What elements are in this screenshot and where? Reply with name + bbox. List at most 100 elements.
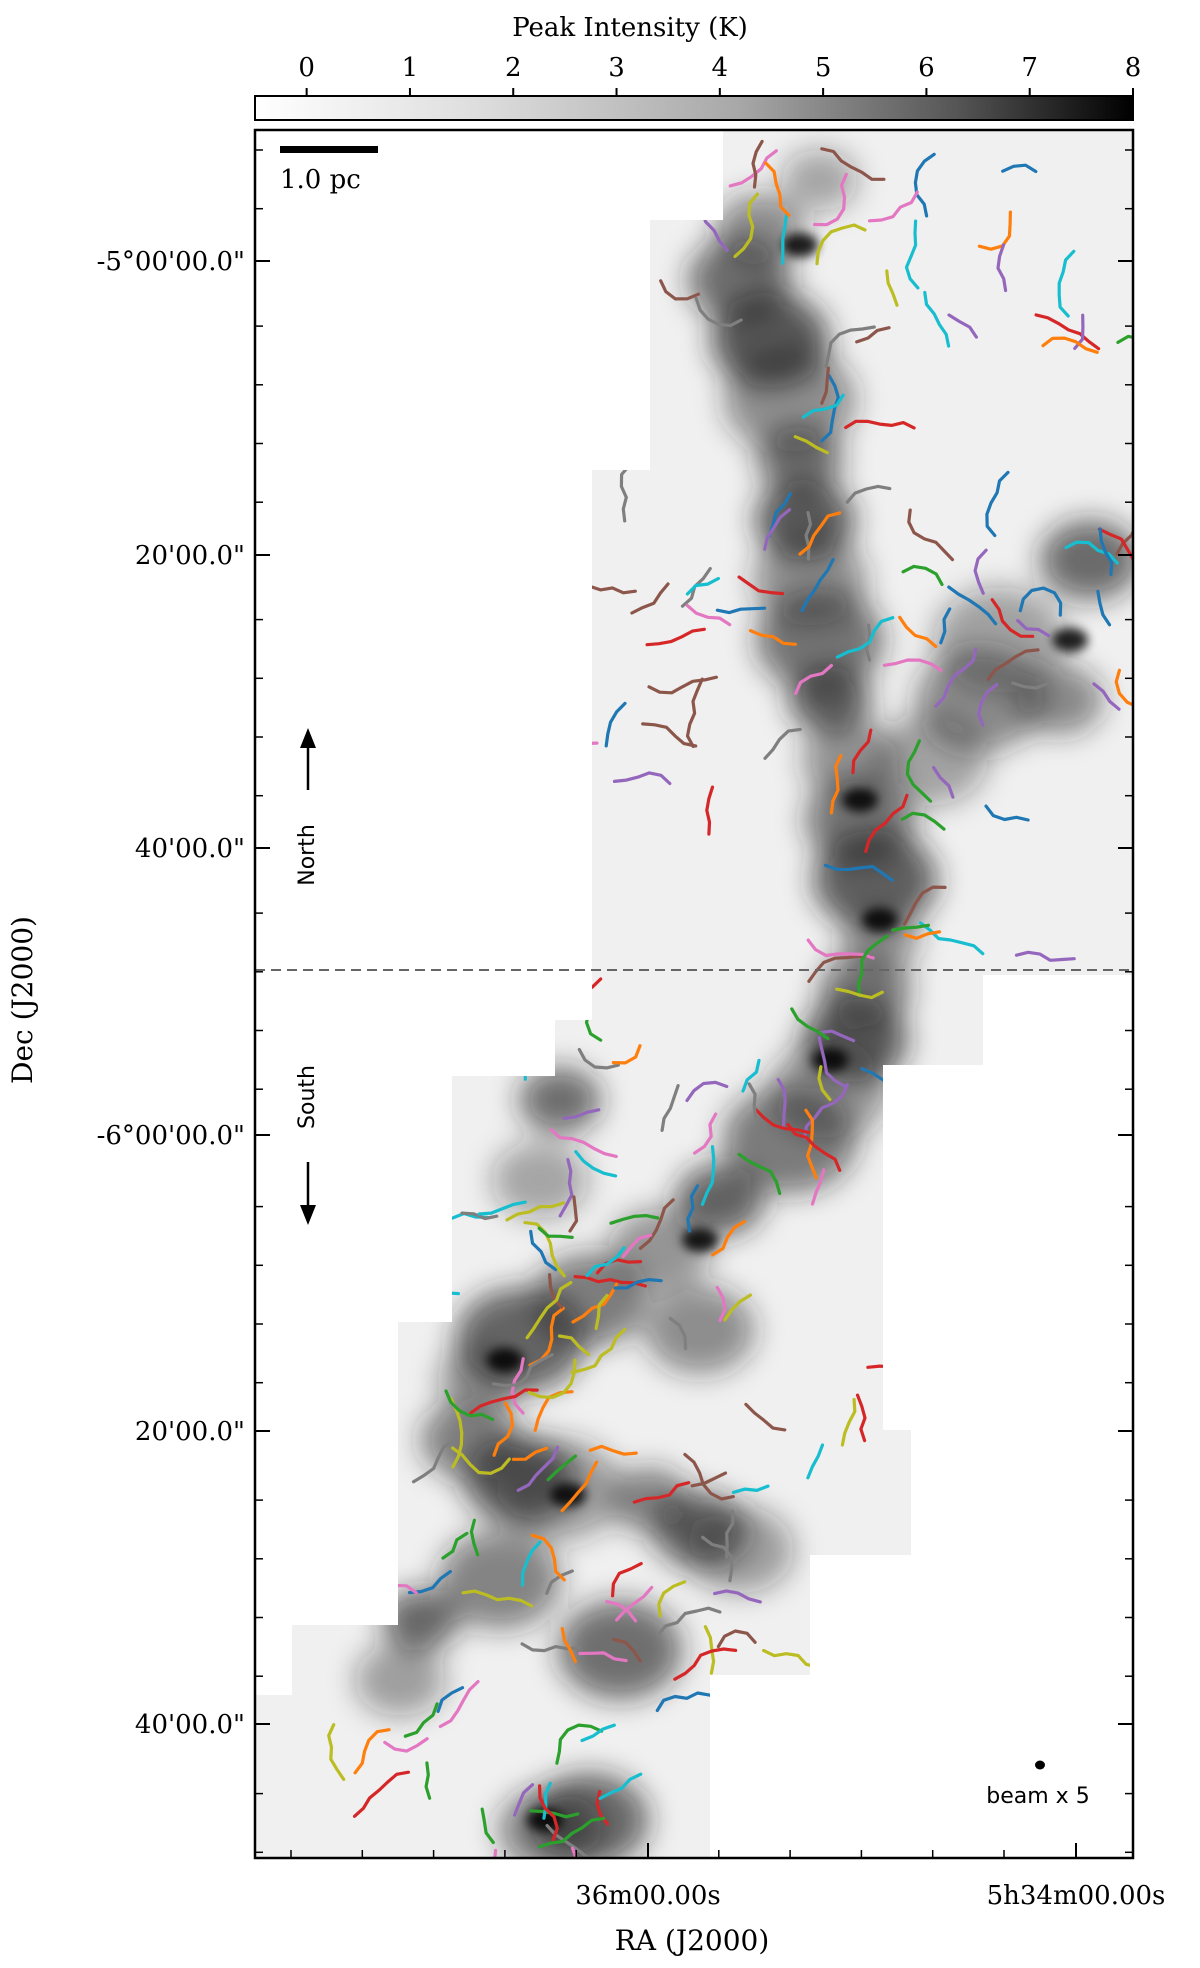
filament-segment	[990, 598, 1035, 638]
filament-segment	[764, 161, 791, 217]
filament-segment	[977, 210, 1012, 251]
filament-segment	[611, 1562, 643, 1598]
filament-segment	[744, 1402, 787, 1432]
colorbar-gradient	[254, 95, 1134, 121]
filament-segment	[823, 863, 894, 882]
emission-clump	[686, 1506, 794, 1594]
filament-segment	[659, 279, 700, 301]
filament-segment	[1018, 586, 1063, 617]
filament-segment	[441, 1531, 469, 1560]
filament-segment	[807, 954, 873, 983]
colorbar-tick-label: 5	[815, 53, 832, 83]
filament-segment	[632, 1481, 691, 1504]
beam-ellipse-icon	[1035, 1760, 1045, 1770]
filament-segment	[1142, 597, 1171, 614]
south-annotation: South	[295, 1065, 320, 1225]
filament-segment	[685, 677, 704, 749]
filament-segment	[444, 1389, 495, 1422]
filament-segment	[705, 785, 715, 836]
filament-segment	[1096, 589, 1112, 627]
filament-segment	[845, 484, 892, 504]
filament-segment	[806, 1443, 825, 1480]
filament-segment	[383, 1737, 429, 1753]
colorbar-tick-label: 2	[505, 53, 522, 83]
filament-segment	[820, 373, 840, 443]
filament-segment	[1057, 249, 1076, 318]
filament-segment	[748, 629, 797, 646]
filament-segment	[403, 1702, 439, 1738]
filament-segment	[560, 1460, 599, 1513]
emission-clump	[757, 425, 843, 495]
filament-segment	[903, 930, 942, 940]
y-tick-label: 20'00.0"	[135, 1417, 245, 1447]
filament-segment	[612, 771, 672, 786]
emission-clump	[439, 1531, 561, 1629]
south-label: South	[295, 1065, 320, 1129]
plot-frame	[253, 128, 1135, 1860]
filament-segment	[615, 1585, 654, 1622]
filament-segment	[529, 1809, 580, 1819]
colorbar-tick-label: 7	[1021, 53, 1038, 83]
filament-segment	[588, 1444, 638, 1456]
filament-segment	[523, 1221, 566, 1278]
filament-segment	[513, 1783, 535, 1817]
filament-segment	[947, 585, 998, 626]
filament-segment	[411, 1439, 456, 1484]
filament-segment	[460, 1211, 499, 1221]
filament-segment	[901, 564, 944, 587]
filament-segment	[587, 584, 637, 595]
filament-segment	[469, 1388, 539, 1415]
emission-clump	[789, 667, 871, 733]
filament-segment	[463, 1848, 498, 1858]
filament-segment	[641, 722, 698, 748]
filament-segment	[1034, 313, 1101, 351]
emission-clump	[813, 830, 937, 930]
filament-segment	[530, 1533, 566, 1582]
filament-segment	[794, 663, 833, 696]
filament-segment	[731, 1484, 770, 1494]
filament-segment	[813, 172, 848, 227]
filament-segment	[1041, 336, 1099, 354]
filament-segment	[327, 1723, 346, 1781]
filament-segment	[802, 1083, 849, 1140]
filament-segment	[492, 1401, 514, 1457]
filament-segment	[693, 1112, 718, 1155]
filament-segment	[647, 675, 718, 695]
filament-segment	[657, 1580, 687, 1618]
filament-segment	[612, 1637, 642, 1663]
filament-segment	[913, 152, 936, 218]
y-axis-label: Dec (J2000)	[6, 916, 39, 1084]
dense-cores	[487, 233, 1088, 1832]
filament-segment	[716, 1629, 757, 1649]
colorbar-ticks: 0 1 2 3 4 5 6 7 8	[298, 53, 1141, 96]
filament-segment	[558, 1158, 574, 1218]
filament-segment	[574, 1150, 618, 1178]
emission-clump	[492, 1141, 588, 1219]
filament-segment	[737, 1152, 782, 1195]
filament-segment	[438, 1680, 480, 1729]
filament-segment	[436, 1686, 465, 1713]
filament-segment	[763, 508, 792, 551]
y-tick-label: -5°00'00.0"	[97, 247, 245, 277]
filament-segment	[621, 1233, 653, 1259]
filament-segment	[725, 1509, 735, 1559]
filament-segment	[723, 1293, 752, 1322]
filament-segment	[525, 1281, 573, 1340]
beam-indicator: beam x 5	[986, 1760, 1090, 1809]
filament-segment	[882, 658, 943, 672]
filament-segment	[656, 1606, 722, 1637]
filament-segment	[630, 582, 670, 615]
north-arrow-icon	[300, 728, 316, 748]
filament-segment	[851, 728, 873, 775]
dense-core	[487, 1348, 523, 1372]
filament-segment	[545, 1824, 597, 1858]
filament-segment	[480, 1807, 495, 1845]
filament-segment	[885, 269, 899, 307]
x-tick-label: 5h34m00.00s	[987, 1881, 1166, 1911]
filament-segment	[747, 1082, 758, 1120]
filament-segment	[815, 223, 867, 266]
filament-segment	[451, 1446, 511, 1475]
dense-core	[550, 1483, 586, 1507]
filament-segment	[820, 147, 886, 181]
